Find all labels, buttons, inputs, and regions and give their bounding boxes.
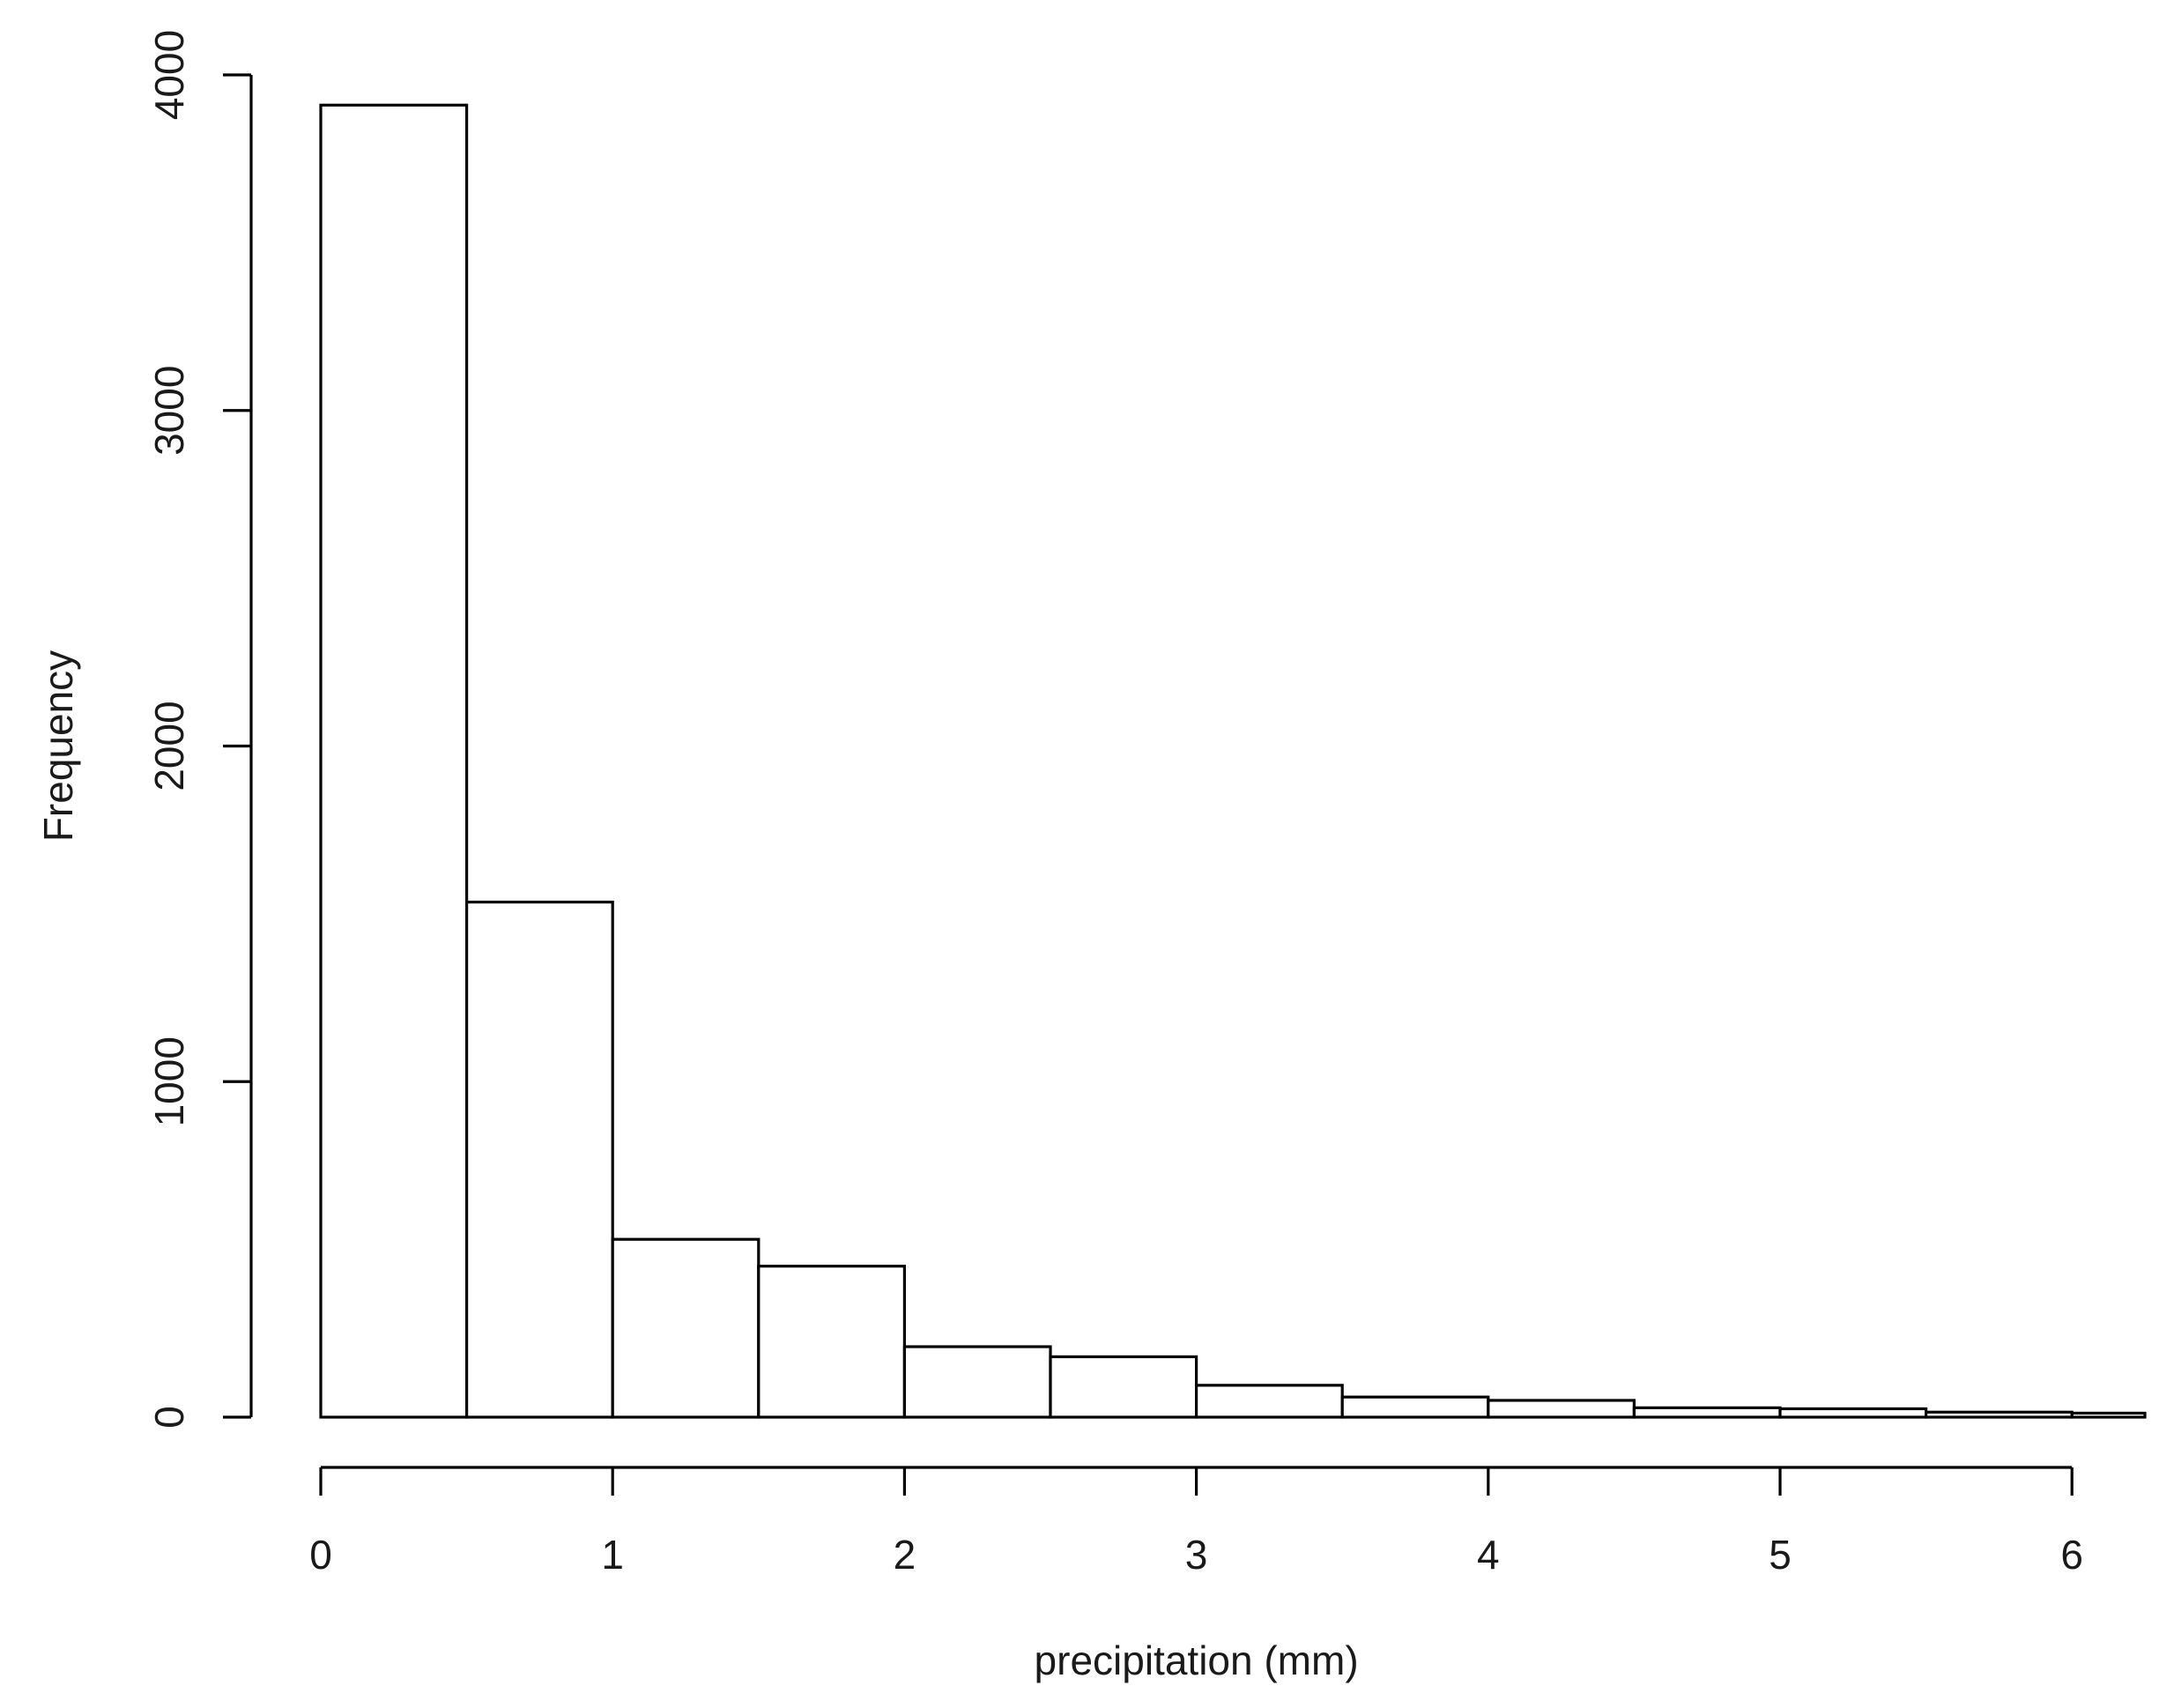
x-axis: 0 1 2 3 4 5 6 bbox=[309, 1466, 2083, 1578]
x-tick-label: 5 bbox=[1769, 1532, 1792, 1578]
histogram-bar bbox=[1487, 1399, 1636, 1419]
histogram-bar bbox=[464, 900, 614, 1419]
histogram-bar bbox=[611, 1237, 761, 1419]
histogram-bar bbox=[1049, 1355, 1198, 1419]
y-tick-label: 1000 bbox=[146, 1036, 192, 1126]
x-tick-label: 0 bbox=[309, 1532, 332, 1578]
histogram-bar bbox=[902, 1345, 1052, 1419]
histogram-bar bbox=[2070, 1411, 2147, 1419]
y-axis-ticks: 0 1000 2000 3000 4000 bbox=[146, 30, 251, 1429]
histogram-bar bbox=[319, 103, 469, 1419]
y-tick-label: 2000 bbox=[146, 701, 192, 791]
y-tick-label: 0 bbox=[146, 1406, 192, 1429]
histogram-bar bbox=[1925, 1410, 2074, 1419]
y-axis: 0 1000 2000 3000 4000 bbox=[146, 30, 253, 1429]
x-tick-label: 2 bbox=[894, 1532, 916, 1578]
histogram-bar bbox=[757, 1265, 906, 1419]
y-tick-label: 4000 bbox=[146, 30, 192, 120]
y-axis-title: Frequency bbox=[35, 650, 81, 842]
x-tick-label: 1 bbox=[601, 1532, 624, 1578]
histogram-bar bbox=[1632, 1406, 1782, 1419]
histogram-bar bbox=[1778, 1407, 1928, 1419]
x-tick-label: 4 bbox=[1477, 1532, 1500, 1578]
x-tick-label: 6 bbox=[2060, 1532, 2083, 1578]
histogram-bar bbox=[1340, 1395, 1490, 1419]
histogram-bar bbox=[1194, 1384, 1344, 1419]
x-tick-label: 3 bbox=[1185, 1532, 1208, 1578]
y-tick-label: 3000 bbox=[146, 366, 192, 456]
x-axis-ticks: 0 1 2 3 4 5 6 bbox=[309, 1467, 2083, 1578]
x-axis-title: precipitation (mm) bbox=[1035, 1637, 1359, 1683]
histogram-bars bbox=[319, 103, 2147, 1419]
